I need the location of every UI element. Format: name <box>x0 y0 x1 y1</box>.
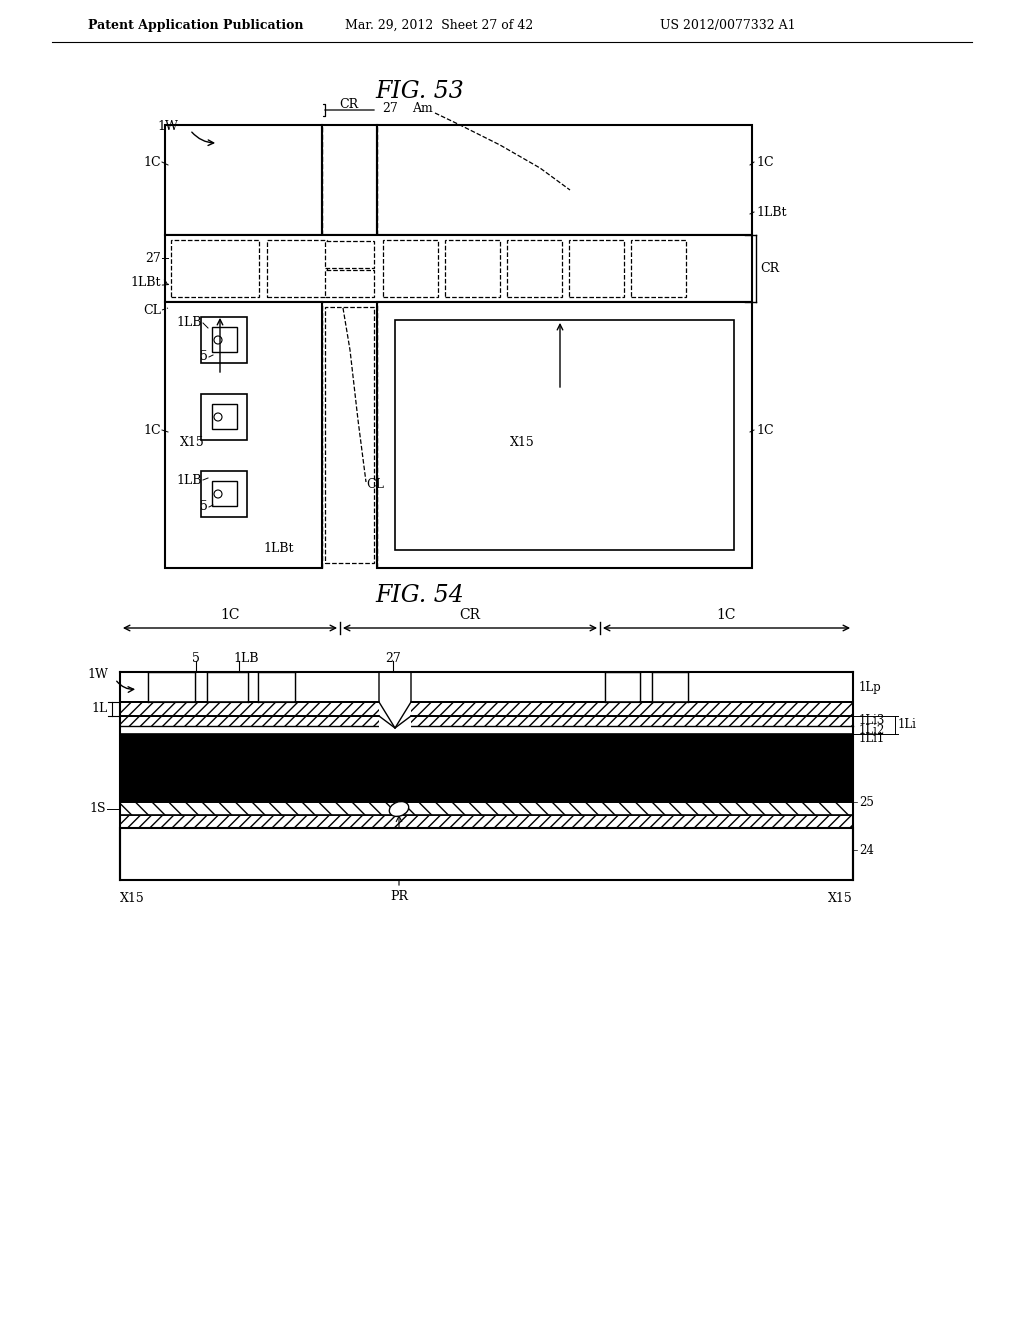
Text: 1Li2: 1Li2 <box>859 723 886 737</box>
Text: X15: X15 <box>510 437 535 450</box>
Text: Am: Am <box>412 102 433 115</box>
Text: FIG. 54: FIG. 54 <box>376 583 464 606</box>
Bar <box>383 240 438 297</box>
Text: 1LBt: 1LBt <box>756 206 786 219</box>
Bar <box>652 672 688 702</box>
Text: 27: 27 <box>382 102 397 115</box>
Bar <box>120 828 853 880</box>
Text: FIG. 53: FIG. 53 <box>376 81 464 103</box>
Circle shape <box>214 490 222 498</box>
Bar <box>165 302 322 568</box>
Text: 1L: 1L <box>92 702 108 715</box>
Bar <box>267 240 327 297</box>
Bar <box>322 125 377 235</box>
Bar <box>631 240 686 297</box>
Bar <box>148 672 195 702</box>
Text: 5: 5 <box>193 652 200 665</box>
Text: 1C: 1C <box>756 156 773 169</box>
Text: 1W: 1W <box>157 120 178 133</box>
Bar <box>212 327 237 352</box>
Bar <box>212 480 237 506</box>
Bar <box>212 404 237 429</box>
Text: 1Li: 1Li <box>898 718 916 731</box>
Text: 1Lp: 1Lp <box>859 681 882 693</box>
Bar <box>165 235 752 302</box>
Text: 1W: 1W <box>87 668 108 681</box>
Text: 5: 5 <box>200 500 208 513</box>
Circle shape <box>214 337 222 345</box>
Text: Mar. 29, 2012  Sheet 27 of 42: Mar. 29, 2012 Sheet 27 of 42 <box>345 18 534 32</box>
Text: PR: PR <box>390 890 408 903</box>
Bar <box>445 240 500 297</box>
Text: 1Li1: 1Li1 <box>859 731 886 744</box>
Bar <box>569 240 624 297</box>
Text: 25: 25 <box>859 796 873 808</box>
Bar <box>377 302 752 568</box>
Text: CR: CR <box>760 263 779 276</box>
Bar <box>325 271 374 297</box>
Text: 1LBt: 1LBt <box>130 276 161 289</box>
Bar <box>165 125 322 235</box>
Text: 1C: 1C <box>756 424 773 437</box>
Bar <box>120 702 853 715</box>
Text: CL: CL <box>143 304 161 317</box>
Text: 1LB: 1LB <box>233 652 258 665</box>
Text: 1C: 1C <box>143 424 161 437</box>
Text: 1C: 1C <box>220 609 240 622</box>
Text: Patent Application Publication: Patent Application Publication <box>88 18 303 32</box>
Text: 1Li3: 1Li3 <box>859 714 886 727</box>
Text: 27: 27 <box>385 652 400 665</box>
Text: 1S: 1S <box>89 803 106 816</box>
Ellipse shape <box>389 801 409 816</box>
Bar <box>171 240 259 297</box>
Text: 1C: 1C <box>143 156 161 169</box>
Text: 1LB: 1LB <box>176 317 202 330</box>
Bar <box>325 242 374 268</box>
Bar <box>201 471 247 517</box>
Text: 1LBt: 1LBt <box>263 541 294 554</box>
Text: X15: X15 <box>828 891 853 904</box>
Bar <box>207 672 248 702</box>
Text: CL: CL <box>366 479 384 491</box>
Bar <box>377 125 752 235</box>
Text: X15: X15 <box>120 891 144 904</box>
Text: CR: CR <box>339 99 358 111</box>
Text: 1LB: 1LB <box>176 474 202 487</box>
Text: CR: CR <box>460 609 480 622</box>
Text: X15: X15 <box>180 437 205 450</box>
Text: 27: 27 <box>145 252 161 264</box>
Bar <box>120 715 853 726</box>
Text: 5: 5 <box>200 351 208 363</box>
Bar <box>120 828 853 880</box>
Text: 1C: 1C <box>716 609 736 622</box>
Bar <box>201 393 247 440</box>
Text: 24: 24 <box>859 843 873 857</box>
Bar <box>605 672 640 702</box>
Bar <box>201 317 247 363</box>
Bar <box>325 308 374 564</box>
Bar <box>120 814 853 828</box>
Bar <box>507 240 562 297</box>
Bar <box>258 672 295 702</box>
Bar <box>120 803 853 814</box>
Bar <box>395 319 734 550</box>
Text: US 2012/0077332 A1: US 2012/0077332 A1 <box>660 18 796 32</box>
Circle shape <box>214 413 222 421</box>
